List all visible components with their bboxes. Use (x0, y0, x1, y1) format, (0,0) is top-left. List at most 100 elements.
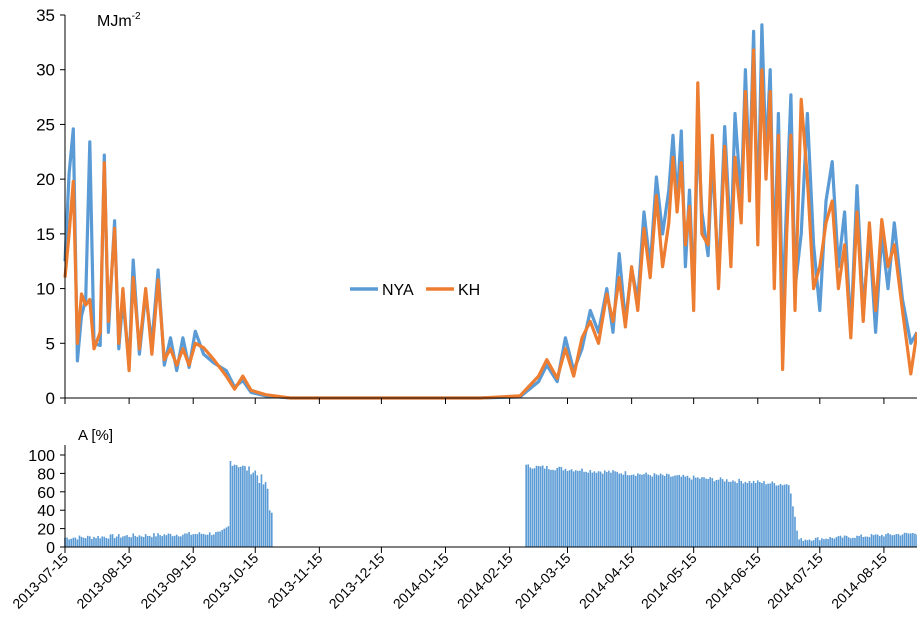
legend-label-nya: NYA (382, 282, 414, 299)
series-line-kh (63, 48, 917, 400)
availability-bar (614, 471, 616, 547)
availability-bar (231, 465, 234, 547)
availability-bar (632, 474, 635, 547)
availability-bar (763, 481, 765, 547)
availability-bar (124, 535, 126, 547)
availability-bar (250, 474, 252, 547)
bottom-y-tick-label: 40 (37, 503, 55, 520)
availability-bar (748, 481, 751, 547)
availability-bar (148, 535, 151, 547)
availability-bar (74, 537, 77, 547)
availability-bar (761, 483, 763, 547)
availability-bar (163, 534, 166, 547)
availability-bar (777, 485, 780, 547)
availability-bar (262, 484, 265, 547)
availability-bar (649, 475, 652, 547)
availability-bar (796, 530, 798, 547)
availability-bar (601, 473, 604, 547)
availability-bar (740, 481, 743, 547)
availability-bar (111, 534, 114, 547)
availability-bar (68, 539, 70, 547)
availability-bar (835, 537, 838, 547)
availability-bar (705, 478, 707, 547)
availability-bar (606, 471, 608, 547)
availability-bar (845, 535, 848, 547)
x-tick-label: 2014-07-15 (764, 550, 826, 612)
availability-bar (647, 474, 649, 547)
availability-bar (146, 536, 149, 547)
availability-bar (806, 540, 809, 547)
availability-bar (637, 473, 639, 547)
availability-bar (862, 537, 865, 547)
x-tick-label: 2013-08-15 (73, 550, 135, 612)
availability-bar (560, 466, 563, 547)
availability-bar (115, 536, 118, 547)
availability-bar (229, 461, 232, 547)
availability-bar (180, 536, 182, 547)
availability-bar (639, 474, 641, 547)
availability-bar (699, 478, 701, 547)
availability-bar (144, 534, 147, 547)
availability-bar (200, 533, 203, 547)
availability-bar (713, 481, 716, 547)
y-unit-superscript: -2 (132, 11, 141, 22)
bottom-y-tick-label: 20 (37, 522, 55, 539)
availability-bar (779, 483, 782, 547)
availability-bar (107, 538, 110, 547)
availability-bar (531, 468, 534, 547)
availability-bar (258, 483, 261, 547)
bottom-y-tick-label: 100 (28, 448, 55, 465)
availability-bar (804, 539, 807, 547)
availability-bar (122, 536, 124, 547)
availability-bar (643, 474, 645, 547)
availability-bar (899, 535, 902, 547)
availability-bar (161, 536, 163, 547)
availability-bar (132, 533, 135, 547)
availability-bar (773, 483, 776, 547)
availability-bar (266, 488, 269, 547)
availability-bar (719, 477, 722, 547)
availability-bar (645, 472, 647, 547)
availability-bar (533, 468, 536, 547)
availability-bar (732, 480, 734, 547)
availability-bar (684, 476, 687, 547)
availability-bar (120, 537, 122, 547)
availability-bar (198, 532, 201, 547)
availability-bar (876, 534, 879, 547)
availability-bar (794, 516, 796, 547)
availability-bar (870, 534, 873, 547)
availability-bar (190, 534, 192, 547)
availability-bar (109, 534, 112, 547)
availability-bar (907, 533, 910, 547)
availability-bar (885, 534, 887, 547)
availability-bar (657, 475, 660, 547)
availability-bar (235, 465, 238, 547)
x-tick-label: 2014-02-15 (454, 550, 516, 612)
availability-bar (525, 464, 527, 547)
availability-bar (721, 479, 724, 547)
availability-bar (802, 540, 805, 547)
availability-bar (914, 533, 916, 547)
availability-bar (84, 538, 87, 547)
availability-bar (725, 479, 728, 547)
availability-bar (237, 467, 240, 547)
availability-bar (254, 470, 257, 547)
availability-bar (248, 466, 250, 547)
availability-bar (543, 468, 546, 547)
availability-bar (856, 535, 858, 547)
legend-label-kh: KH (458, 282, 480, 299)
availability-bar (93, 536, 95, 547)
availability-bar (715, 480, 718, 547)
availability-bar (717, 479, 720, 547)
availability-bar (812, 540, 815, 547)
availability-bar (682, 474, 685, 547)
availability-bar (562, 470, 565, 547)
bottom-y-tick-label: 0 (46, 540, 55, 557)
availability-bar (676, 475, 678, 547)
availability-bar (223, 528, 226, 547)
availability-bar (785, 484, 788, 547)
availability-bar (692, 475, 695, 547)
availability-bar (157, 533, 159, 547)
top-y-axis-label: MJm-2 (97, 11, 141, 30)
availability-bar (192, 534, 195, 547)
